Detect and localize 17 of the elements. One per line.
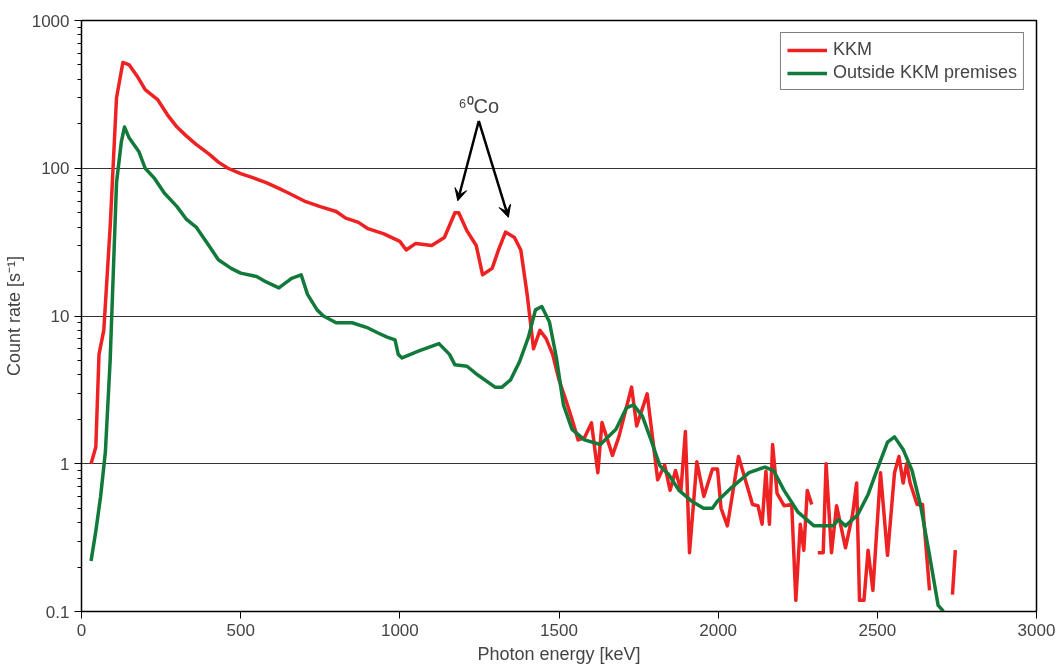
x-tick-label: 1000 <box>380 620 419 640</box>
y-tick-label: 1 <box>60 454 70 474</box>
x-tick-label: 1500 <box>540 620 578 640</box>
x-tick-label: 0 <box>76 620 87 640</box>
y-tick-label: 10 <box>50 307 70 326</box>
x-tick-label: 2500 <box>858 620 897 640</box>
y-tick-label: 1000 <box>31 11 70 31</box>
annotation: ⁶⁰Co <box>458 95 500 118</box>
y-tick-label: 0.1 <box>45 602 70 622</box>
legend-label: KKM <box>832 39 872 60</box>
x-axis-title: Photon energy [keV] <box>477 643 641 664</box>
y-tick-label: 100 <box>41 159 70 179</box>
y-axis-title: Count rate [s⁻¹] <box>3 255 24 377</box>
x-tick-label: 3000 <box>1017 620 1056 640</box>
x-tick-label: 500 <box>226 620 255 640</box>
x-tick-label: 2000 <box>699 620 738 640</box>
legend-label: Outside KKM premises <box>832 62 1017 83</box>
